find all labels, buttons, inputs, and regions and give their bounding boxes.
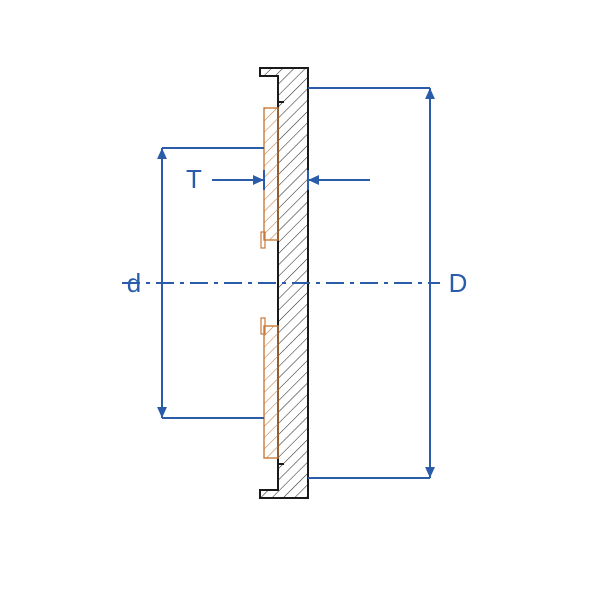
label-d: d (127, 268, 141, 298)
roller-bottom (264, 326, 278, 458)
label-T: T (186, 164, 202, 194)
arrowhead (157, 407, 167, 418)
arrowhead (425, 88, 435, 99)
arrowhead (425, 467, 435, 478)
roller-top (264, 108, 278, 240)
label-D: D (449, 268, 468, 298)
arrowhead (308, 175, 319, 185)
arrowhead (253, 175, 264, 185)
arrowhead (157, 148, 167, 159)
